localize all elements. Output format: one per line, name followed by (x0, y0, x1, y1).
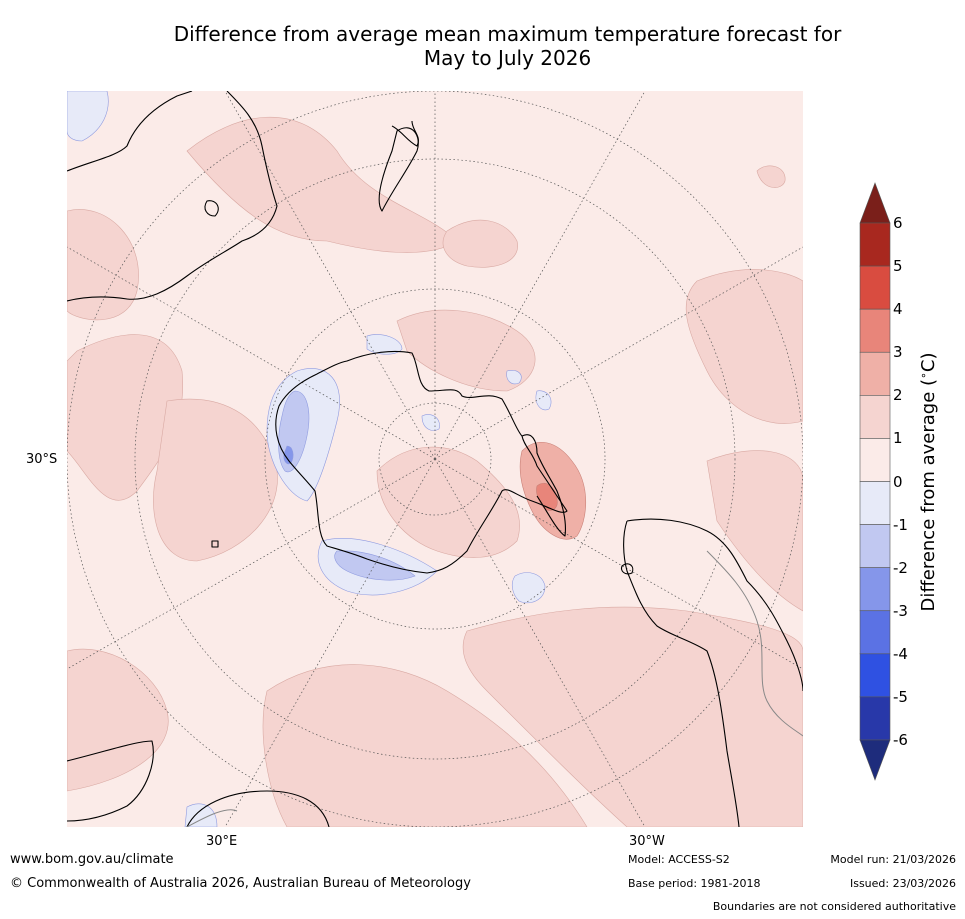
colorbar-band (859, 567, 891, 612)
footer-copyright: © Commonwealth of Australia 2026, Austra… (10, 876, 471, 891)
footer-base-period: Base period: 1981-2018 (628, 877, 761, 890)
australia-coast (67, 91, 278, 302)
patch-antarctic-interior (376, 446, 520, 558)
borders (186, 550, 803, 827)
patch-west-long (153, 398, 278, 562)
patch-southwest (67, 648, 169, 792)
colorbar-band (859, 351, 891, 396)
colorbar-tick-label: 0 (893, 472, 903, 491)
colorbar-tick-label: 6 (893, 214, 903, 232)
colorbar (859, 182, 891, 781)
patch-drake-south (462, 606, 803, 827)
colorbar-band (859, 438, 891, 482)
colorbar-band (859, 265, 891, 310)
patch-atlantic-east (685, 269, 803, 424)
colorbar-band (859, 524, 891, 568)
colorbar-band (859, 308, 891, 353)
patch-top-left-cool (67, 91, 109, 142)
colorbar-tick-label: -6 (893, 731, 908, 749)
colorbar-tick-label: 5 (893, 257, 903, 276)
colorbar-label-degree: ∘ (917, 372, 930, 379)
anomaly-1-to-2-patches (67, 116, 803, 827)
colorbar-tick-label: 4 (893, 300, 903, 319)
patch-small-cool-b (506, 370, 522, 385)
colorbar-label: Difference from average (∘C) (917, 352, 939, 611)
antarctica-coast (275, 350, 568, 574)
colorbar-band (859, 222, 891, 267)
lat-label-30s: 30°S (26, 452, 58, 467)
colorbar-tick-label: -4 (893, 644, 908, 663)
africa-border (186, 809, 238, 827)
colorbar-tick-label: -1 (893, 515, 908, 534)
south-america-border (706, 550, 803, 737)
falklands (621, 563, 634, 575)
colorbar-tick-label: 2 (893, 386, 903, 405)
new-zealand-south (378, 127, 419, 212)
footer-disclaimer: Boundaries are not considered authoritat… (712, 900, 956, 913)
footer-model-run: Model run: 21/03/2026 (830, 853, 956, 866)
colorbar-tick-label: 1 (893, 429, 903, 448)
patch-bottom-left-cool (184, 803, 218, 827)
footer-model: Model: ACCESS-S2 (628, 853, 730, 866)
africa-coast (67, 740, 330, 827)
colorbar-tick-label: -2 (893, 558, 908, 577)
lon-label-30w: 30°W (629, 834, 665, 849)
footer-issued: Issued: 23/03/2026 (849, 877, 956, 890)
patch-atlantic-mid (706, 450, 803, 612)
patch-weddell-north (511, 572, 546, 604)
peninsula-coast (521, 434, 566, 537)
patch-indian-ocean-north (67, 209, 139, 321)
patch-east-small (756, 165, 786, 188)
patch-ross-sea (396, 309, 536, 392)
tasmania-coast (204, 200, 219, 217)
patch-ross-cool (366, 334, 403, 355)
lon-label-30e: 30°E (206, 834, 238, 849)
patch-south-central (262, 664, 588, 827)
chart-title: Difference from average mean maximum tem… (0, 22, 965, 70)
patch-amundsen-inner (334, 550, 416, 581)
colorbar-band (859, 653, 891, 698)
footer-website[interactable]: www.bom.gov.au/climate (10, 852, 174, 867)
colorbar-tick-label: -3 (893, 601, 908, 620)
colorbar-label-text: Difference from average ( (918, 378, 939, 612)
colorbar-label-unit: C) (918, 352, 939, 373)
coastlines (67, 91, 803, 827)
title-line-2: May to July 2026 (423, 46, 592, 70)
south-america-coast (623, 518, 803, 827)
colorbar-tick-label: 3 (893, 343, 903, 362)
anomaly-cool-patches (67, 91, 552, 827)
forecast-map (67, 91, 803, 827)
colorbar-extend-min (859, 739, 891, 781)
colorbar-band (859, 395, 891, 439)
colorbar-band (859, 610, 891, 655)
colorbar-tick-label: -5 (893, 687, 908, 706)
graticule (67, 91, 803, 827)
colorbar-band (859, 696, 891, 741)
kerguelen (211, 540, 219, 548)
colorbar-extend-max (859, 182, 891, 224)
patch-central-north (442, 219, 518, 268)
colorbar-band (859, 481, 891, 525)
new-zealand-north (391, 120, 419, 147)
title-line-1: Difference from average mean maximum tem… (173, 22, 842, 46)
